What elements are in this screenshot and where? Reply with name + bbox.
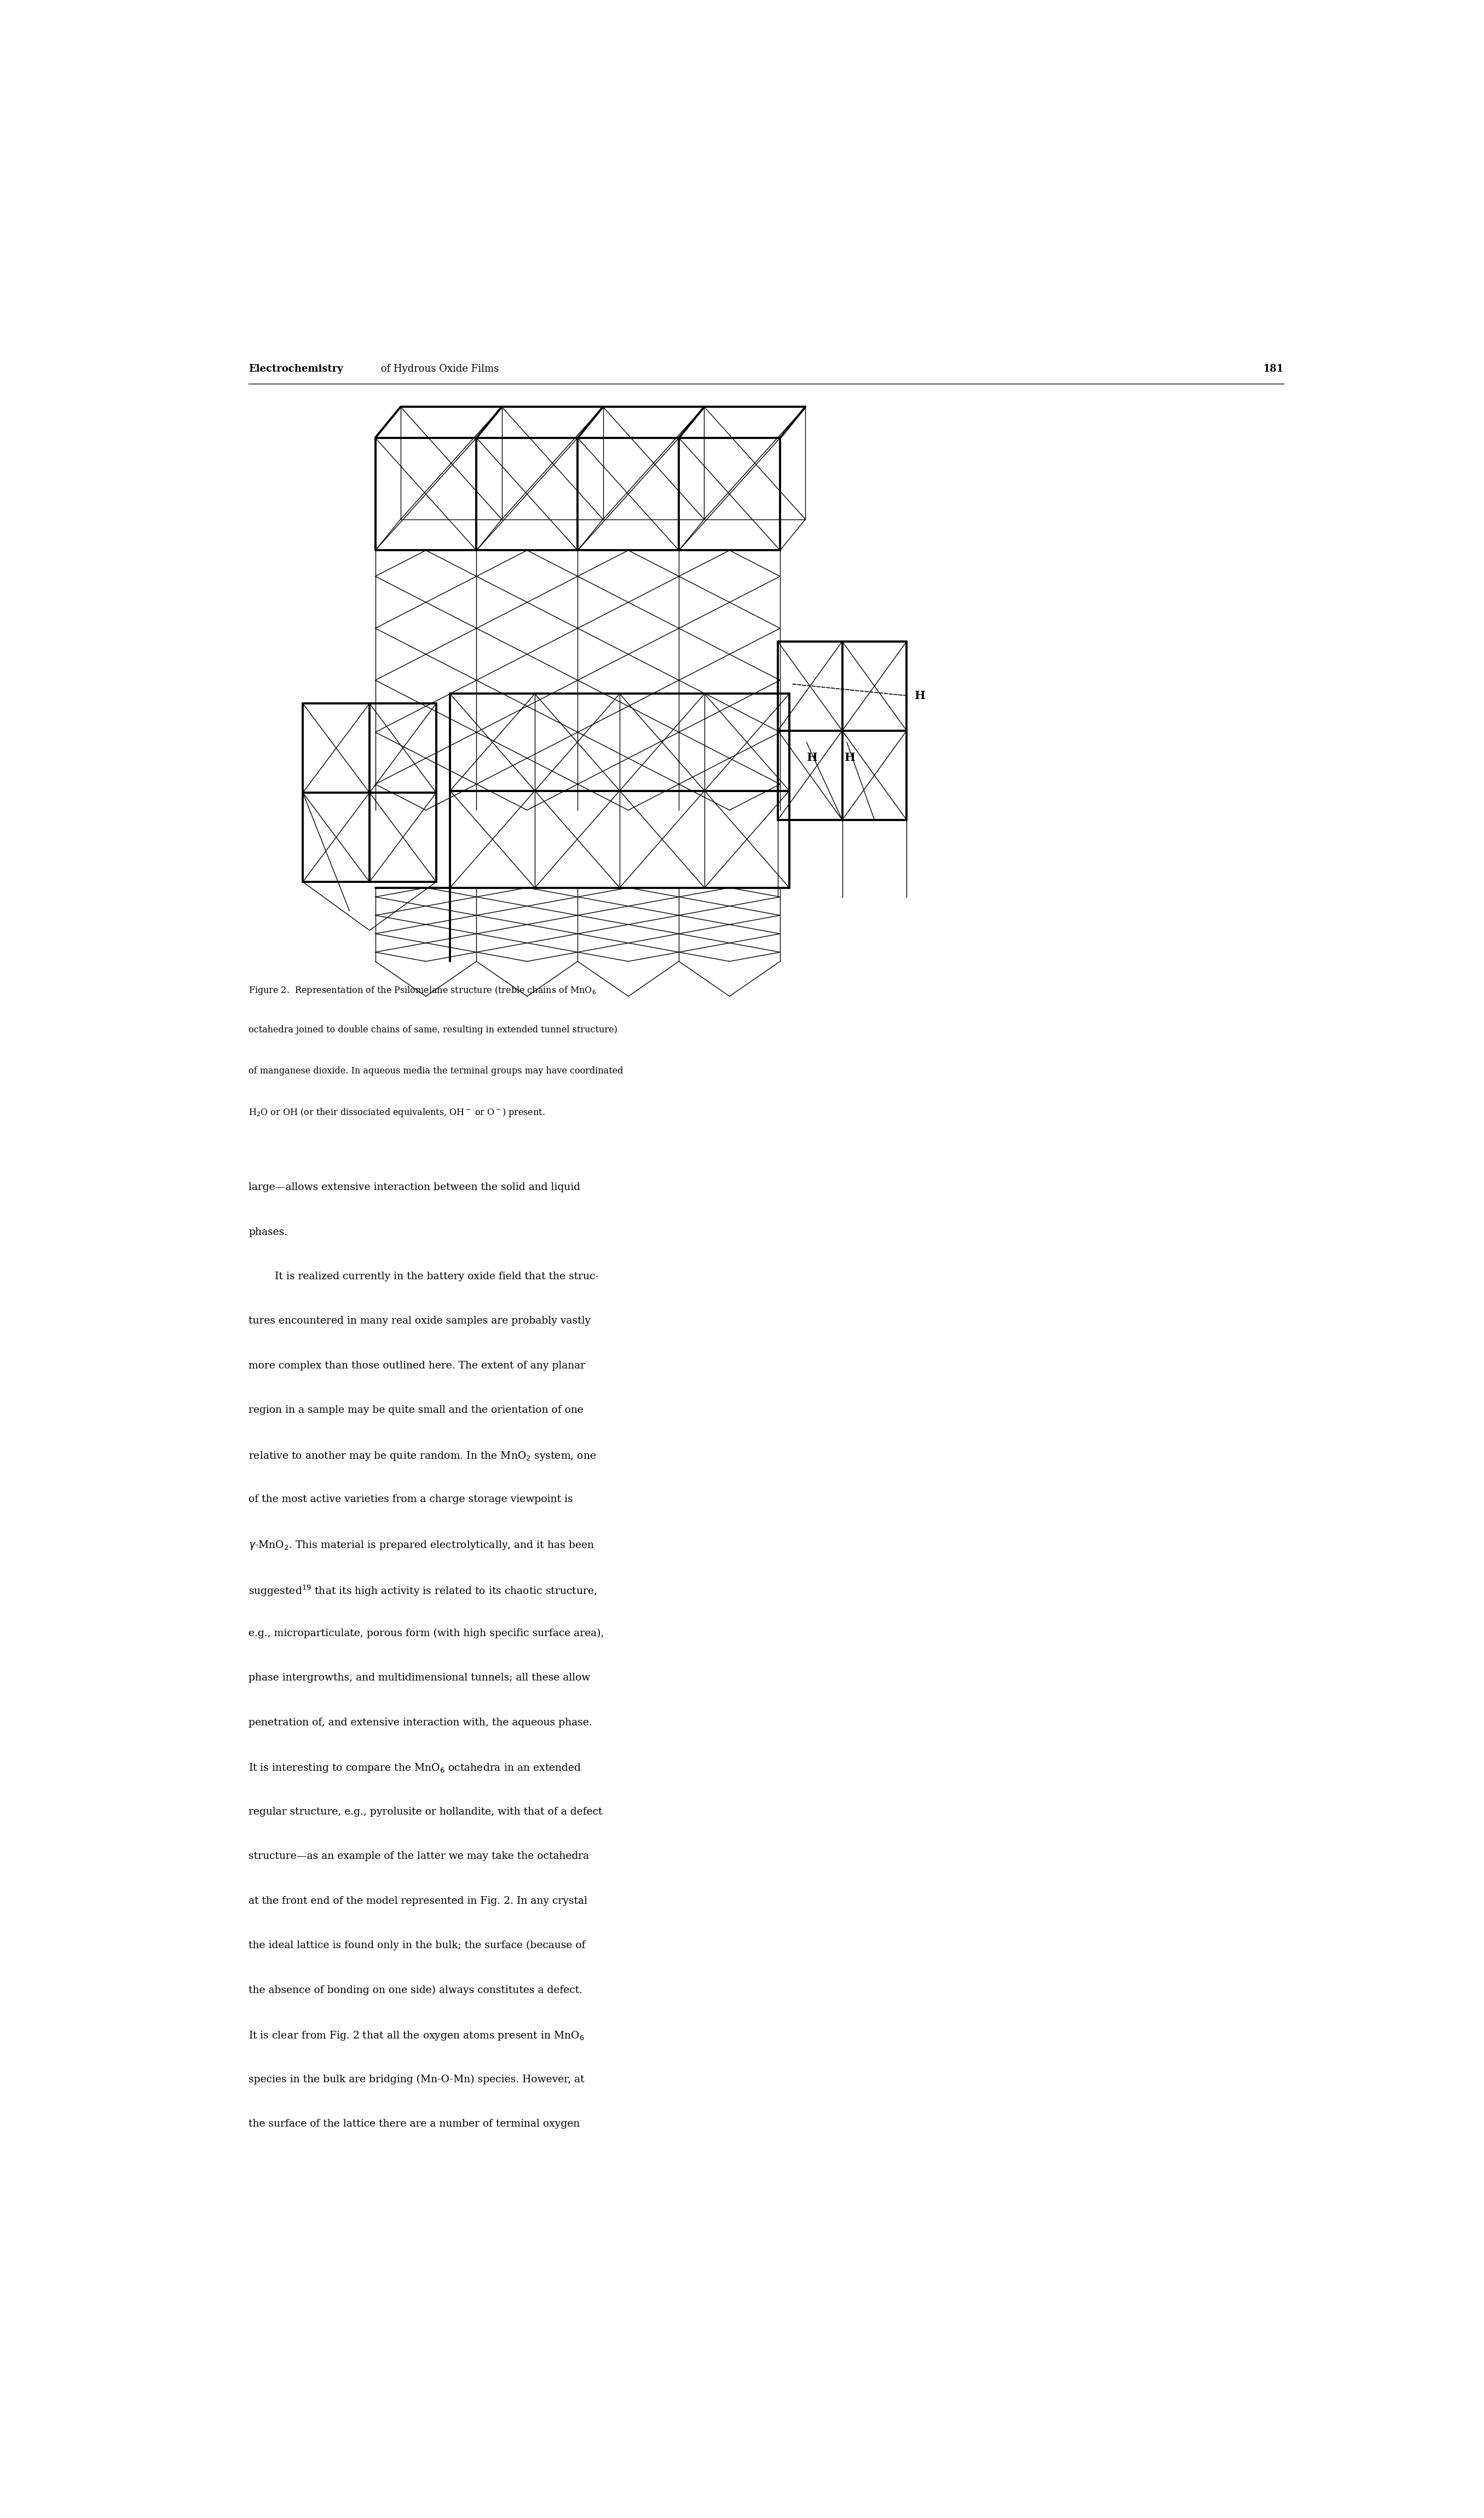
Text: It is clear from Fig. 2 that all the oxygen atoms present in MnO$_6$: It is clear from Fig. 2 that all the oxy…	[249, 2030, 585, 2042]
Text: structure—as an example of the latter we may take the octahedra: structure—as an example of the latter we…	[249, 1851, 589, 1861]
Text: H: H	[914, 690, 926, 700]
Text: of the most active varieties from a charge storage viewpoint is: of the most active varieties from a char…	[249, 1496, 573, 1503]
Text: suggested$^{19}$ that its high activity is related to its chaotic structure,: suggested$^{19}$ that its high activity …	[249, 1584, 597, 1599]
Text: the ideal lattice is found only in the bulk; the surface (because of: the ideal lattice is found only in the b…	[249, 1941, 586, 1951]
Text: It is realized currently in the battery oxide field that the struc-: It is realized currently in the battery …	[249, 1272, 600, 1282]
Text: region in a sample may be quite small and the orientation of one: region in a sample may be quite small an…	[249, 1405, 583, 1415]
Text: the surface of the lattice there are a number of terminal oxygen: the surface of the lattice there are a n…	[249, 2118, 580, 2128]
Text: It is interesting to compare the MnO$_6$ octahedra in an extended: It is interesting to compare the MnO$_6$…	[249, 1763, 582, 1775]
Text: octahedra joined to double chains of same, resulting in extended tunnel structur: octahedra joined to double chains of sam…	[249, 1025, 617, 1035]
Text: species in the bulk are bridging (Mn-O-Mn) species. However, at: species in the bulk are bridging (Mn-O-M…	[249, 2075, 585, 2085]
Text: phase intergrowths, and multidimensional tunnels; all these allow: phase intergrowths, and multidimensional…	[249, 1672, 591, 1682]
Text: large—allows extensive interaction between the solid and liquid: large—allows extensive interaction betwe…	[249, 1183, 580, 1191]
Text: phases.: phases.	[249, 1226, 288, 1236]
Text: penetration of, and extensive interaction with, the aqueous phase.: penetration of, and extensive interactio…	[249, 1717, 592, 1727]
Text: 181: 181	[1263, 365, 1284, 375]
Text: more complex than those outlined here. The extent of any planar: more complex than those outlined here. T…	[249, 1360, 586, 1370]
Text: of Hydrous Oxide Films: of Hydrous Oxide Films	[377, 365, 499, 375]
Text: Electrochemistry: Electrochemistry	[249, 365, 343, 375]
Text: $\gamma$-MnO$_2$. This material is prepared electrolytically, and it has been: $\gamma$-MnO$_2$. This material is prepa…	[249, 1538, 595, 1551]
Text: Figure 2.  Representation of the Psilomelane structure (treble chains of MnO$_6$: Figure 2. Representation of the Psilomel…	[249, 985, 597, 997]
Text: H$_2$O or OH (or their dissociated equivalents, OH$^-$ or O$^-$) present.: H$_2$O or OH (or their dissociated equiv…	[249, 1108, 545, 1118]
Text: relative to another may be quite random. In the MnO$_2$ system, one: relative to another may be quite random.…	[249, 1450, 597, 1463]
Text: e.g., microparticulate, porous form (with high specific surface area),: e.g., microparticulate, porous form (wit…	[249, 1629, 604, 1639]
Text: regular structure, e.g., pyrolusite or hollandite, with that of a defect: regular structure, e.g., pyrolusite or h…	[249, 1808, 603, 1815]
Text: tures encountered in many real oxide samples are probably vastly: tures encountered in many real oxide sam…	[249, 1317, 591, 1327]
Text: the absence of bonding on one side) always constitutes a defect.: the absence of bonding on one side) alwa…	[249, 1984, 583, 1994]
Text: H: H	[807, 753, 818, 763]
Text: at the front end of the model represented in Fig. 2. In any crystal: at the front end of the model represente…	[249, 1896, 588, 1906]
Text: H: H	[844, 753, 856, 763]
Text: of manganese dioxide. In aqueous media the terminal groups may have coordinated: of manganese dioxide. In aqueous media t…	[249, 1065, 623, 1075]
